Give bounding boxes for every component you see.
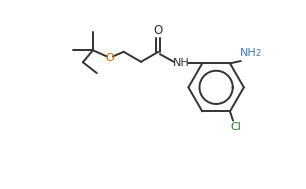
Text: NH: NH — [173, 58, 190, 68]
Text: NH: NH — [240, 48, 257, 58]
Text: O: O — [106, 53, 114, 63]
Text: Cl: Cl — [230, 122, 241, 132]
Text: 2: 2 — [256, 49, 261, 58]
Text: O: O — [154, 24, 163, 37]
